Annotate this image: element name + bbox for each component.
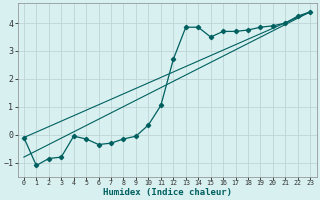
X-axis label: Humidex (Indice chaleur): Humidex (Indice chaleur) <box>103 188 232 197</box>
